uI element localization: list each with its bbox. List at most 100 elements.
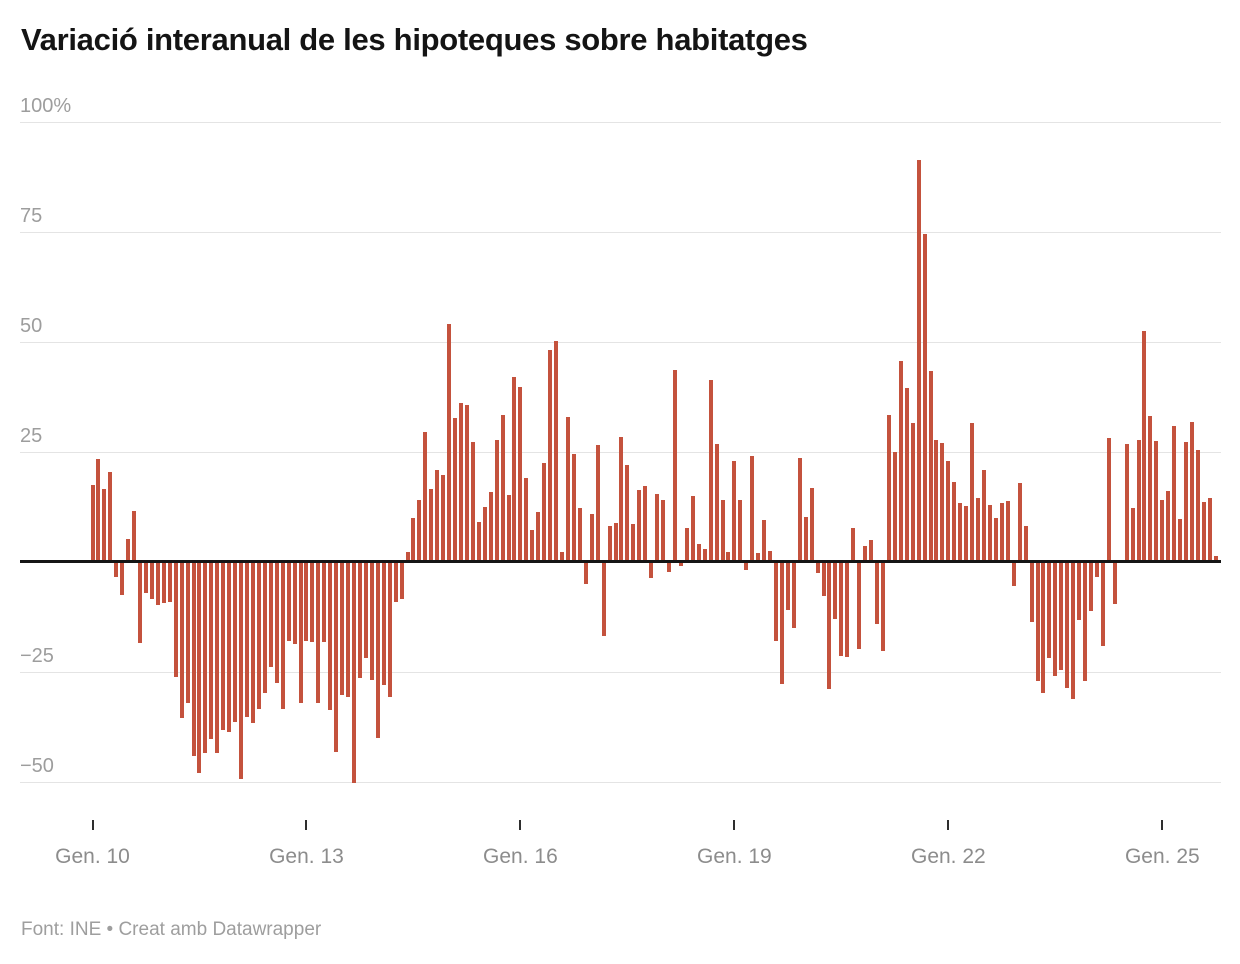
x-axis-tick xyxy=(1161,820,1164,830)
bar xyxy=(500,415,505,562)
bar xyxy=(250,562,255,724)
bar xyxy=(1166,490,1171,562)
bar xyxy=(619,437,624,562)
bar xyxy=(970,422,975,562)
chart-footer: Font: INE • Creat amb Datawrapper xyxy=(21,919,322,940)
zero-baseline xyxy=(20,560,1221,563)
bar xyxy=(738,500,743,562)
y-axis-label: 50 xyxy=(20,315,43,337)
bar xyxy=(143,562,148,593)
bar xyxy=(524,478,529,562)
bar xyxy=(167,562,172,602)
y-gridline xyxy=(20,122,1221,123)
bar xyxy=(1071,562,1076,699)
bar xyxy=(756,552,761,562)
bar xyxy=(298,562,303,704)
y-gridline xyxy=(20,232,1221,233)
bar xyxy=(102,489,107,562)
bar xyxy=(982,469,987,562)
bar xyxy=(512,376,517,562)
x-axis-label: Gen. 25 xyxy=(1124,845,1200,868)
bar xyxy=(1142,331,1147,562)
bar xyxy=(958,503,963,562)
bar xyxy=(1207,497,1212,562)
x-axis-tick xyxy=(519,820,522,830)
bar xyxy=(708,380,713,562)
y-gridline xyxy=(20,782,1221,783)
bar xyxy=(114,562,119,578)
x-axis-label: Gen. 16 xyxy=(483,845,558,868)
bar xyxy=(363,562,368,659)
bar xyxy=(352,562,356,784)
bar xyxy=(851,528,856,562)
bar xyxy=(280,562,285,709)
y-axis-label: 100% xyxy=(20,95,72,117)
bar xyxy=(316,562,321,704)
bar xyxy=(334,562,339,752)
chart-title: Variació interanual de les hipoteques so… xyxy=(21,22,808,57)
bar xyxy=(643,485,648,562)
bar xyxy=(964,505,969,562)
bar xyxy=(672,370,677,562)
bar xyxy=(441,474,446,562)
bar xyxy=(869,540,874,562)
bar xyxy=(803,517,808,562)
y-axis-label: −50 xyxy=(20,755,54,777)
bar xyxy=(429,488,434,562)
x-axis-tick xyxy=(947,820,950,830)
bar xyxy=(393,562,398,602)
bar xyxy=(405,551,410,562)
bar xyxy=(791,562,796,628)
bar xyxy=(108,471,113,562)
bar xyxy=(732,460,737,562)
bar xyxy=(340,562,345,695)
bar xyxy=(488,491,493,562)
bar xyxy=(292,562,297,644)
bar xyxy=(839,562,844,656)
bar xyxy=(447,324,452,562)
bar xyxy=(1053,562,1058,677)
bar xyxy=(369,562,374,680)
bar xyxy=(357,562,362,679)
bar xyxy=(702,549,707,562)
bar xyxy=(774,562,778,641)
bar xyxy=(744,562,749,571)
bar xyxy=(96,458,101,562)
bar xyxy=(1136,439,1141,562)
bar xyxy=(880,562,885,651)
bar xyxy=(375,562,380,739)
bar xyxy=(126,538,131,562)
bar xyxy=(875,562,880,625)
bar xyxy=(946,461,951,562)
bar xyxy=(779,562,784,684)
bar xyxy=(684,527,689,562)
bar xyxy=(976,498,981,562)
bar xyxy=(239,562,244,780)
bar xyxy=(845,562,850,658)
bar xyxy=(90,485,95,562)
bar xyxy=(886,414,891,562)
bar xyxy=(678,562,683,566)
x-axis-label: Gen. 13 xyxy=(269,845,344,868)
bar xyxy=(696,543,701,562)
bar xyxy=(690,496,695,562)
bar xyxy=(999,503,1004,562)
bar xyxy=(1172,426,1177,562)
bar xyxy=(554,340,559,562)
bar xyxy=(1089,562,1093,612)
bar xyxy=(1124,444,1129,562)
bar xyxy=(863,545,868,562)
bar xyxy=(1178,519,1183,562)
bar xyxy=(821,562,826,596)
bar xyxy=(215,562,220,754)
bar xyxy=(149,562,154,599)
bar xyxy=(1059,562,1064,671)
bar xyxy=(797,457,802,562)
bar xyxy=(530,529,535,562)
bar xyxy=(328,562,333,710)
bar xyxy=(726,551,731,562)
bar xyxy=(1029,562,1034,623)
bar xyxy=(667,562,672,573)
